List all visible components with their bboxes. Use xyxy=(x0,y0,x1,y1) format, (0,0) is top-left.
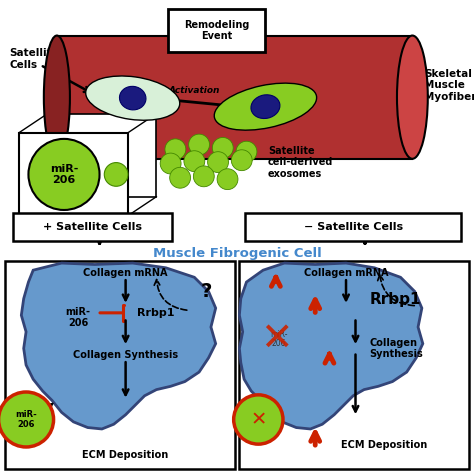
FancyBboxPatch shape xyxy=(13,213,172,241)
Ellipse shape xyxy=(119,86,146,110)
Ellipse shape xyxy=(44,36,70,159)
Text: Collagen
Synthesis: Collagen Synthesis xyxy=(370,337,423,359)
Circle shape xyxy=(184,151,205,172)
Text: Activation: Activation xyxy=(169,86,220,95)
Ellipse shape xyxy=(251,95,280,118)
Text: Rrbp1: Rrbp1 xyxy=(370,292,421,307)
Circle shape xyxy=(217,169,238,190)
Text: miR-
206: miR- 206 xyxy=(270,329,287,348)
Circle shape xyxy=(28,139,100,210)
Text: ECM Deposition: ECM Deposition xyxy=(341,439,428,450)
Text: Skeletal
Muscle
Myofiber: Skeletal Muscle Myofiber xyxy=(424,69,474,102)
Circle shape xyxy=(104,163,128,186)
Text: ✕: ✕ xyxy=(261,320,293,358)
Text: miR-
206: miR- 206 xyxy=(15,410,37,429)
Text: Collagen mRNA: Collagen mRNA xyxy=(304,267,388,278)
Bar xyxy=(239,261,469,469)
Text: − Satellite Cells: − Satellite Cells xyxy=(303,222,403,232)
Bar xyxy=(19,133,128,216)
Circle shape xyxy=(212,137,233,158)
Text: Collagen mRNA: Collagen mRNA xyxy=(83,267,168,278)
Circle shape xyxy=(165,139,186,160)
Bar xyxy=(57,36,412,159)
Circle shape xyxy=(189,134,210,155)
Circle shape xyxy=(193,166,214,187)
Circle shape xyxy=(160,153,181,174)
Polygon shape xyxy=(21,263,216,429)
Polygon shape xyxy=(239,263,423,429)
Circle shape xyxy=(236,141,257,162)
Text: miR-
206: miR- 206 xyxy=(50,164,78,185)
Circle shape xyxy=(0,392,54,447)
Bar xyxy=(5,261,235,469)
Text: ECM Deposition: ECM Deposition xyxy=(82,450,169,460)
Text: ?: ? xyxy=(201,282,212,301)
Text: Rrbp1: Rrbp1 xyxy=(137,308,175,318)
Circle shape xyxy=(234,395,283,444)
Text: Remodeling
Event: Remodeling Event xyxy=(184,19,249,41)
Circle shape xyxy=(208,152,228,173)
Text: Satellite
Cells: Satellite Cells xyxy=(9,48,59,70)
Ellipse shape xyxy=(397,36,428,159)
Ellipse shape xyxy=(214,83,317,130)
Polygon shape xyxy=(47,114,156,197)
Text: + Satellite Cells: + Satellite Cells xyxy=(43,222,142,232)
FancyBboxPatch shape xyxy=(245,213,461,241)
Text: ✕: ✕ xyxy=(250,410,266,429)
FancyBboxPatch shape xyxy=(168,9,265,52)
Text: Satellite
cell-derived
exosomes: Satellite cell-derived exosomes xyxy=(268,146,333,179)
Ellipse shape xyxy=(86,76,180,120)
Text: Collagen Synthesis: Collagen Synthesis xyxy=(73,349,178,360)
Text: miR-
206: miR- 206 xyxy=(66,307,91,328)
Circle shape xyxy=(170,167,191,188)
Text: Muscle Fibrogenic Cell: Muscle Fibrogenic Cell xyxy=(153,247,321,260)
Circle shape xyxy=(231,150,252,171)
